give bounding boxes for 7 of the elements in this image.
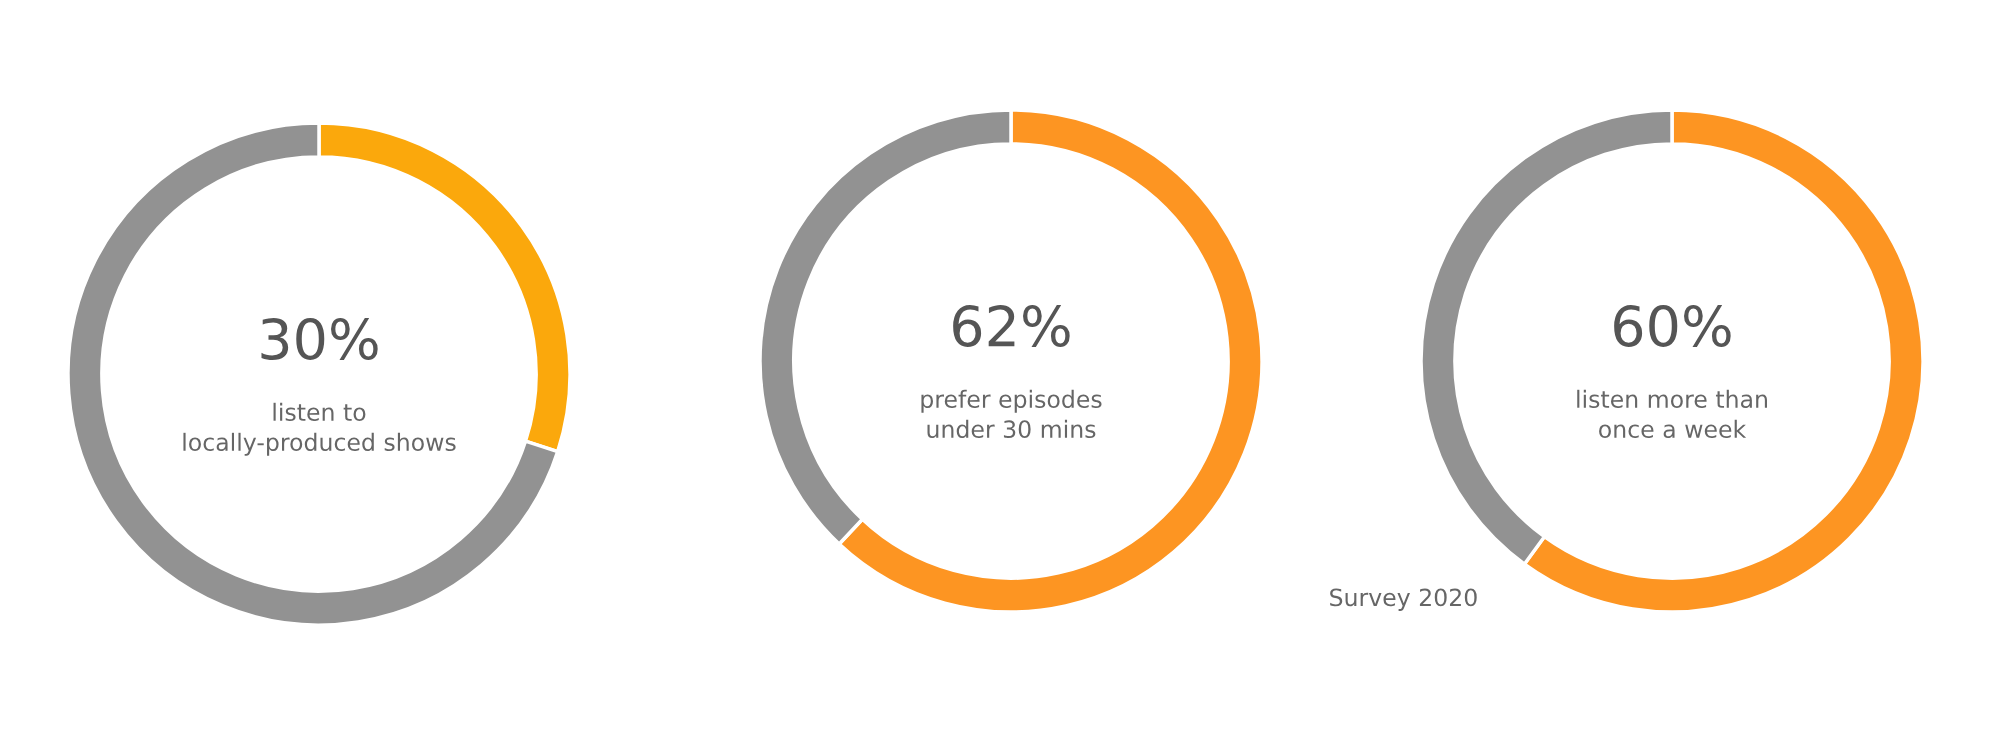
text: 62% [953,304,1070,347]
text: Survey 2020 [1330,588,1477,611]
text: 60% [1614,304,1731,347]
text: prefer episodes under 30 mins [921,389,1102,439]
text: listen to locally-produced shows [183,402,456,456]
text: listen more than once a week [1577,389,1767,439]
text: 30% [261,317,378,360]
